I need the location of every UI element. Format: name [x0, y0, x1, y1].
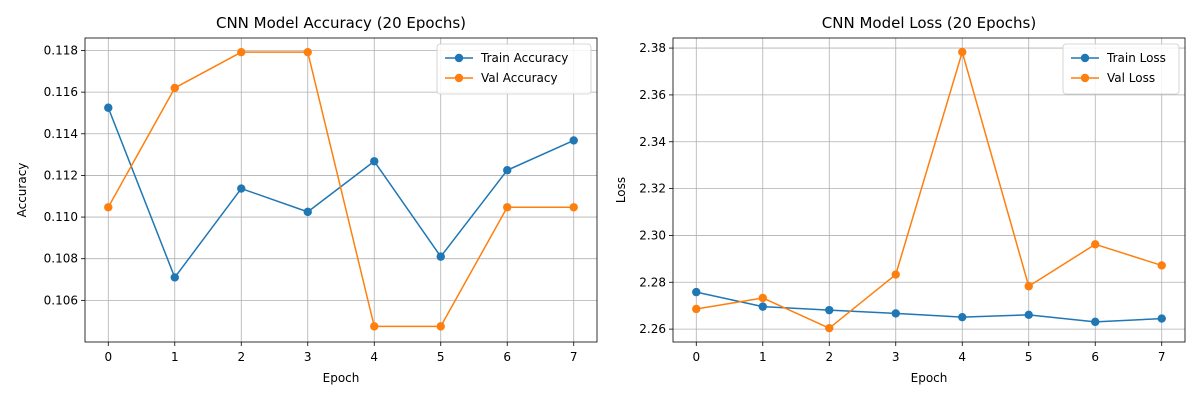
plot-frame	[672, 37, 1186, 343]
data-point	[958, 312, 967, 322]
legend-entry: Val Accuracy	[445, 71, 558, 85]
data-point	[825, 323, 834, 333]
legend-entry: Train Loss	[1071, 51, 1166, 65]
data-point	[1091, 317, 1100, 327]
data-point	[503, 166, 512, 175]
chart-panel-0: 0 1 2 3 4 5 6 7 0.106 0.108 0.110 0.112 0.114 0.116 0.…	[15, 14, 598, 385]
series-line	[107, 51, 574, 328]
x-tick-label: 7	[1158, 350, 1166, 364]
data-point	[303, 207, 312, 217]
data-point	[1024, 282, 1033, 291]
data-point	[436, 322, 445, 331]
legend-box	[1062, 43, 1180, 95]
data-point	[237, 184, 246, 193]
x-tick-label: 7	[570, 350, 578, 364]
data-point	[758, 302, 767, 311]
data-point	[303, 47, 312, 57]
x-tick-label: 2	[237, 350, 245, 364]
data-point	[1157, 314, 1166, 323]
x-tick-label: 3	[892, 350, 900, 364]
series-0	[692, 287, 1166, 327]
plot-frame	[84, 37, 598, 343]
y-tick-label: 0.112	[44, 168, 78, 182]
y-tick-label: 2.38	[639, 41, 666, 55]
legend: Train Loss Val Loss	[1062, 43, 1180, 95]
legend-entry: Val Loss	[1071, 71, 1155, 85]
y-tick-label: 2.32	[639, 182, 666, 196]
chart-panel-1: 0 1 2 3 4 5 6 7 2.26 2.28 2.30 2.32 2.34 2.36 2.38 CNN …	[614, 14, 1186, 385]
data-point	[370, 157, 379, 166]
x-tick-label: 6	[503, 350, 511, 364]
data-point	[1157, 261, 1166, 270]
legend-label: Train Accuracy	[480, 51, 568, 65]
x-axis-label: Epoch	[323, 371, 360, 385]
y-axis-label: Loss	[614, 177, 628, 203]
data-point	[891, 270, 900, 279]
data-point	[170, 273, 179, 282]
x-tick-label: 5	[1025, 350, 1033, 364]
chart-title: CNN Model Loss (20 Epochs)	[822, 14, 1036, 32]
legend: Train Accuracy Val Accuracy	[436, 43, 592, 95]
y-tick-label: 0.118	[44, 43, 78, 57]
x-tick-label: 3	[304, 350, 312, 364]
data-point	[569, 203, 578, 212]
data-point	[758, 293, 767, 303]
y-tick-label: 0.114	[44, 127, 78, 141]
x-tick-label: 0	[692, 350, 700, 364]
y-tick-label: 0.116	[44, 85, 78, 99]
y-tick-label: 0.110	[44, 210, 78, 224]
y-tick-label: 2.30	[639, 228, 666, 242]
x-tick-label: 1	[171, 350, 179, 364]
x-tick-label: 2	[825, 350, 833, 364]
series-1	[104, 47, 578, 331]
data-point	[436, 252, 445, 261]
x-tick-label: 4	[370, 350, 378, 364]
legend-entry: Train Accuracy	[445, 51, 568, 65]
y-tick-label: 0.108	[44, 252, 78, 266]
data-point	[1091, 240, 1100, 249]
series-line	[696, 51, 1162, 329]
chart-title: CNN Model Accuracy (20 Epochs)	[216, 14, 466, 32]
legend-swatch-marker	[454, 53, 464, 63]
y-tick-label: 2.34	[639, 135, 666, 149]
y-tick-label: 2.26	[639, 322, 666, 336]
legend-label: Val Loss	[1107, 71, 1155, 85]
data-point	[237, 47, 246, 57]
y-tick-label: 0.106	[44, 293, 78, 307]
data-point	[1024, 310, 1033, 320]
x-tick-label: 5	[437, 350, 445, 364]
series-line	[696, 291, 1162, 323]
legend-label: Val Accuracy	[481, 71, 558, 85]
y-tick-label: 2.28	[639, 275, 666, 289]
series-1	[692, 47, 1166, 333]
data-point	[825, 305, 834, 315]
x-tick-label: 1	[759, 350, 767, 364]
data-point	[370, 322, 379, 331]
legend-swatch-marker	[1080, 73, 1090, 83]
data-point	[569, 136, 578, 145]
data-point	[104, 203, 113, 212]
y-tick-label: 2.36	[639, 88, 666, 102]
legend-swatch-marker	[1080, 53, 1090, 63]
x-tick-label: 6	[1091, 350, 1099, 364]
legend-swatch-marker	[454, 73, 464, 83]
series-line	[107, 107, 575, 279]
y-axis-label: Accuracy	[15, 163, 29, 218]
data-point	[104, 103, 113, 112]
data-point	[170, 83, 179, 93]
data-point	[692, 287, 701, 297]
data-point	[503, 203, 512, 212]
data-point	[692, 304, 701, 314]
legend-label: Train Loss	[1106, 51, 1166, 65]
x-axis-label: Epoch	[911, 371, 948, 385]
x-tick-label: 0	[104, 350, 112, 364]
data-point	[958, 47, 967, 57]
data-point	[891, 309, 900, 318]
legend-box	[436, 43, 592, 95]
x-tick-label: 4	[958, 350, 966, 364]
